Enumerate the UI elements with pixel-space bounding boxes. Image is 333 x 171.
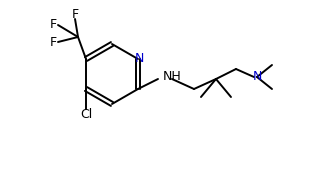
Text: N: N <box>134 51 144 64</box>
Text: F: F <box>50 18 57 31</box>
Text: N: N <box>252 70 262 83</box>
Text: F: F <box>50 36 57 49</box>
Text: Cl: Cl <box>80 109 92 122</box>
Text: NH: NH <box>163 70 182 83</box>
Text: F: F <box>72 8 79 21</box>
